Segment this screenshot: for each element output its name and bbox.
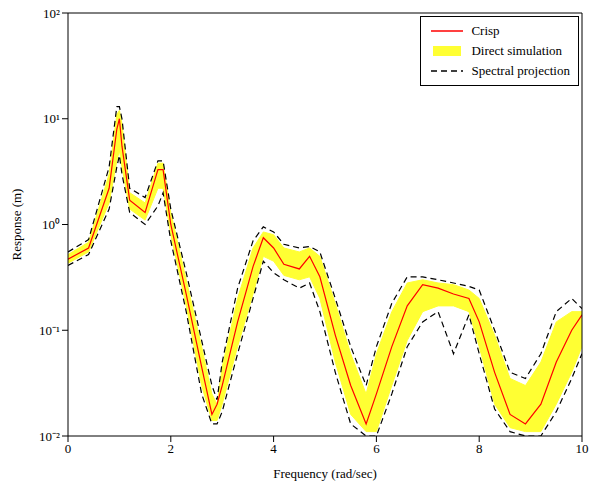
svg-text:4: 4 bbox=[270, 441, 277, 456]
svg-text:2: 2 bbox=[168, 441, 175, 456]
svg-text:8: 8 bbox=[476, 441, 483, 456]
svg-text:Frequency (rad/sec): Frequency (rad/sec) bbox=[273, 466, 377, 481]
svg-text:6: 6 bbox=[373, 441, 380, 456]
html-text:Direct simulation: Direct simulation bbox=[471, 43, 563, 58]
html-text:Spectral projection: Spectral projection bbox=[471, 63, 570, 78]
svg-text:10⁻²: 10⁻² bbox=[39, 429, 60, 444]
svg-text:10⁻¹: 10⁻¹ bbox=[39, 323, 60, 338]
svg-text:10²: 10² bbox=[43, 6, 60, 21]
svg-text:10⁰: 10⁰ bbox=[42, 217, 60, 232]
svg-text:10¹: 10¹ bbox=[43, 111, 60, 126]
html-text:Crisp: Crisp bbox=[471, 23, 500, 38]
svg-text:0: 0 bbox=[65, 441, 72, 456]
svg-text:10: 10 bbox=[576, 441, 589, 456]
svg-text:Response (m): Response (m) bbox=[9, 189, 24, 261]
